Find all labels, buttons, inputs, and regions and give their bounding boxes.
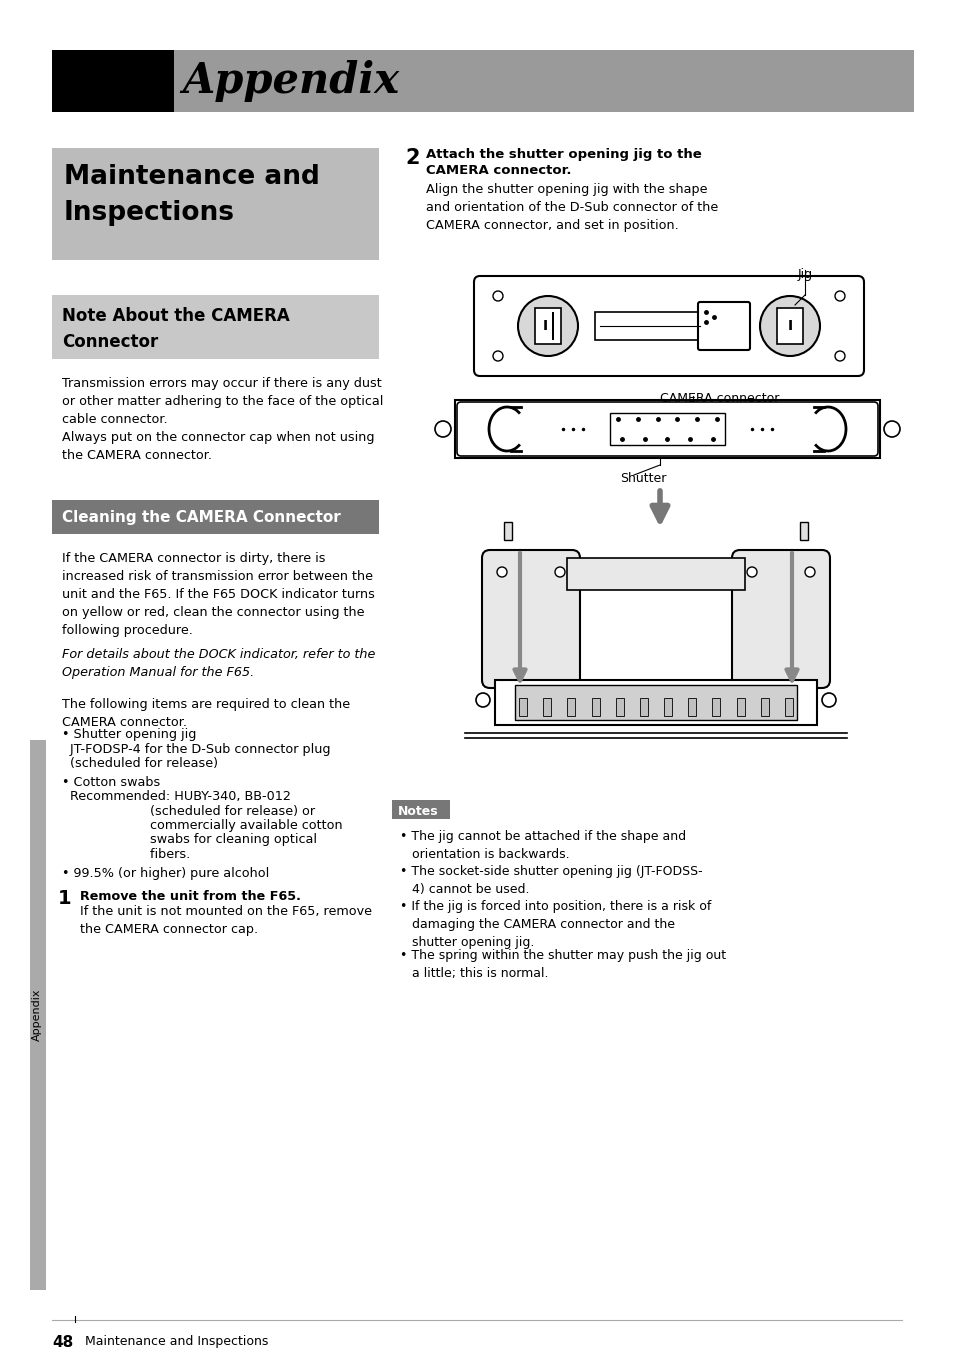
Text: Transmission errors may occur if there is any dust
or other matter adhering to t: Transmission errors may occur if there i… xyxy=(62,377,383,462)
Bar xyxy=(52,50,913,112)
Bar xyxy=(736,698,744,717)
Bar xyxy=(515,685,796,721)
Bar xyxy=(615,698,623,717)
Text: Maintenance and Inspections: Maintenance and Inspections xyxy=(85,1334,268,1348)
Text: Recommended: HUBY-340, BB-012: Recommended: HUBY-340, BB-012 xyxy=(62,790,291,803)
Text: • Cotton swabs: • Cotton swabs xyxy=(62,776,160,788)
Text: Cleaning the CAMERA Connector: Cleaning the CAMERA Connector xyxy=(62,510,340,525)
Bar xyxy=(639,698,647,717)
Text: If the unit is not mounted on the F65, remove
the CAMERA connector cap.: If the unit is not mounted on the F65, r… xyxy=(80,906,372,937)
Text: I: I xyxy=(542,319,547,333)
FancyBboxPatch shape xyxy=(474,276,863,376)
FancyBboxPatch shape xyxy=(731,550,829,688)
Text: 48: 48 xyxy=(52,1334,73,1351)
Bar xyxy=(30,740,46,1290)
Text: The following items are required to clean the
CAMERA connector.: The following items are required to clea… xyxy=(62,698,350,729)
Text: Remove the unit from the F65.: Remove the unit from the F65. xyxy=(80,890,300,903)
Bar xyxy=(52,295,378,360)
Bar xyxy=(552,312,554,339)
Text: Note About the CAMERA: Note About the CAMERA xyxy=(62,307,290,324)
Text: • Shutter opening jig: • Shutter opening jig xyxy=(62,727,196,741)
Bar xyxy=(542,698,551,717)
Text: Appendix: Appendix xyxy=(182,59,398,101)
Text: • 99.5% (or higher) pure alcohol: • 99.5% (or higher) pure alcohol xyxy=(62,867,269,880)
Bar xyxy=(784,698,792,717)
Circle shape xyxy=(804,566,814,577)
Text: Align the shutter opening jig with the shape
and orientation of the D-Sub connec: Align the shutter opening jig with the s… xyxy=(426,183,718,233)
Text: Maintenance and: Maintenance and xyxy=(64,164,319,191)
FancyBboxPatch shape xyxy=(481,550,579,688)
FancyBboxPatch shape xyxy=(698,301,749,350)
Bar xyxy=(566,558,744,589)
Circle shape xyxy=(555,566,564,577)
Text: (scheduled for release) or: (scheduled for release) or xyxy=(62,804,314,818)
Text: JT-FODSP-4 for the D-Sub connector plug: JT-FODSP-4 for the D-Sub connector plug xyxy=(62,742,330,756)
Text: 2: 2 xyxy=(405,147,419,168)
Circle shape xyxy=(746,566,757,577)
Text: Notes: Notes xyxy=(397,804,438,818)
Bar xyxy=(535,308,560,343)
Circle shape xyxy=(834,352,844,361)
Text: Connector: Connector xyxy=(62,333,158,352)
Bar xyxy=(52,147,378,260)
Circle shape xyxy=(834,291,844,301)
Bar xyxy=(609,412,724,445)
Bar xyxy=(52,50,173,112)
Circle shape xyxy=(517,296,578,356)
Circle shape xyxy=(883,420,899,437)
Text: If the CAMERA connector is dirty, there is
increased risk of transmission error : If the CAMERA connector is dirty, there … xyxy=(62,552,375,637)
Bar xyxy=(503,522,512,539)
Text: fibers.: fibers. xyxy=(62,848,190,861)
Text: swabs for cleaning optical: swabs for cleaning optical xyxy=(62,833,316,846)
Text: • The spring within the shutter may push the jig out
   a little; this is normal: • The spring within the shutter may push… xyxy=(399,949,725,980)
Text: 1: 1 xyxy=(58,888,71,907)
Text: Appendix: Appendix xyxy=(32,988,42,1041)
Text: (scheduled for release): (scheduled for release) xyxy=(62,757,218,771)
Bar xyxy=(392,800,450,819)
Bar xyxy=(687,698,696,717)
Text: CAMERA connector: CAMERA connector xyxy=(659,392,779,406)
Text: • The jig cannot be attached if the shape and
   orientation is backwards.: • The jig cannot be attached if the shap… xyxy=(399,830,685,861)
Text: commercially available cotton: commercially available cotton xyxy=(62,819,342,831)
Text: I: I xyxy=(786,319,792,333)
Bar xyxy=(663,698,671,717)
Bar xyxy=(760,698,768,717)
Bar xyxy=(595,312,704,339)
Circle shape xyxy=(821,694,835,707)
Bar xyxy=(52,500,378,534)
Bar xyxy=(518,698,526,717)
Text: Jig: Jig xyxy=(797,268,812,281)
Circle shape xyxy=(435,420,451,437)
Bar xyxy=(495,680,816,725)
Circle shape xyxy=(476,694,490,707)
Bar xyxy=(800,522,807,539)
Bar xyxy=(567,698,575,717)
Bar xyxy=(712,698,720,717)
Text: For details about the DOCK indicator, refer to the
Operation Manual for the F65.: For details about the DOCK indicator, re… xyxy=(62,648,375,679)
Text: Shutter: Shutter xyxy=(619,472,666,485)
Circle shape xyxy=(493,291,502,301)
FancyBboxPatch shape xyxy=(456,402,877,456)
Circle shape xyxy=(760,296,820,356)
Text: • If the jig is forced into position, there is a risk of
   damaging the CAMERA : • If the jig is forced into position, th… xyxy=(399,900,711,949)
Bar xyxy=(455,400,879,458)
Circle shape xyxy=(497,566,506,577)
Circle shape xyxy=(493,352,502,361)
Text: CAMERA connector.: CAMERA connector. xyxy=(426,164,571,177)
Text: Inspections: Inspections xyxy=(64,200,234,226)
Text: • The socket-side shutter opening jig (JT-FODSS-
   4) cannot be used.: • The socket-side shutter opening jig (J… xyxy=(399,865,702,896)
Bar xyxy=(776,308,802,343)
Bar xyxy=(591,698,598,717)
Text: Attach the shutter opening jig to the: Attach the shutter opening jig to the xyxy=(426,147,701,161)
